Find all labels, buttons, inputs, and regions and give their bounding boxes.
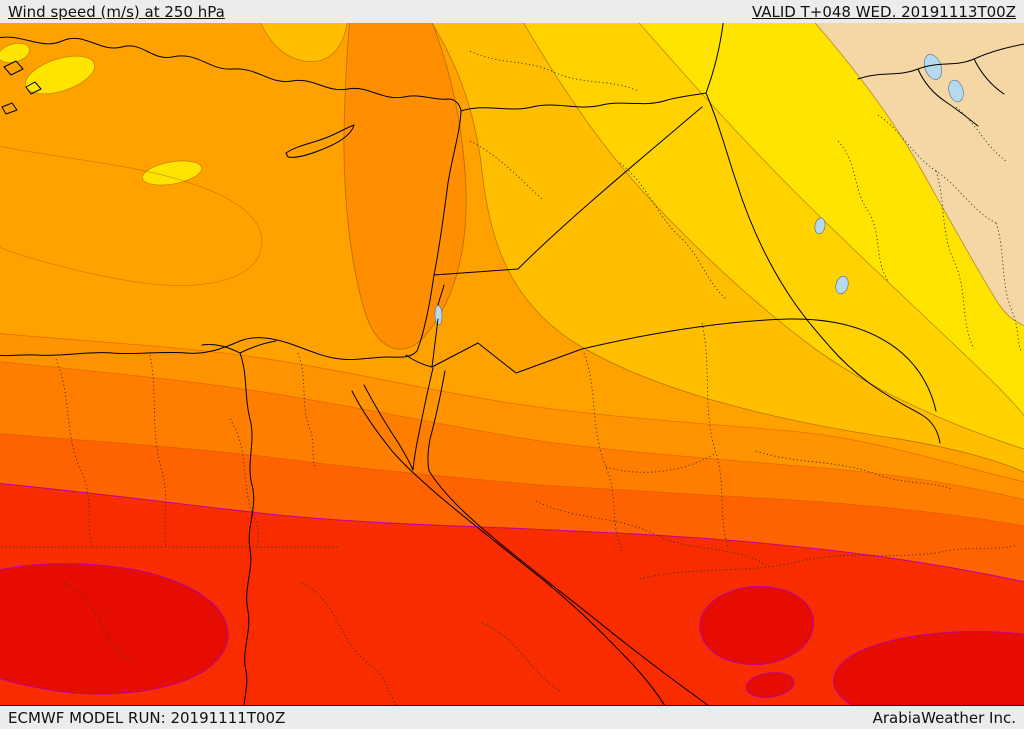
credit-label: ArabiaWeather Inc. xyxy=(872,708,1016,727)
coastline-mediterranean xyxy=(0,36,462,361)
band-beige xyxy=(814,23,1024,327)
valid-time-label: VALID T+048 WED. 20191113T00Z xyxy=(751,2,1016,21)
nile-delta-east xyxy=(239,340,277,354)
extra-contour-line xyxy=(0,145,263,286)
admin-line-7 xyxy=(605,452,717,473)
island-cyprus xyxy=(285,124,355,158)
border-turkey-syria xyxy=(460,92,707,112)
lake-razzaza xyxy=(835,275,849,295)
lake-tharthar xyxy=(814,217,826,235)
border-egypt-israel xyxy=(405,354,433,368)
border-turkey-caucasus xyxy=(705,23,724,94)
admin-line-11 xyxy=(837,140,889,282)
map-canvas xyxy=(0,23,1024,705)
lake-urmia xyxy=(948,79,964,103)
band-darkred-west xyxy=(0,563,229,695)
coast-red-sea-east xyxy=(427,370,709,705)
model-run-label: ECMWF MODEL RUN: 20191111T00Z xyxy=(8,708,286,727)
admin-line-2 xyxy=(149,354,167,548)
map-header: Wind speed (m/s) at 250 hPa VALID T+048 … xyxy=(0,0,1024,23)
coast-red-sea-west xyxy=(351,390,665,705)
admin-line-16 xyxy=(469,140,543,200)
amber-notch xyxy=(260,23,348,62)
admin-line-15 xyxy=(469,50,639,92)
band-darkred-central xyxy=(699,585,815,666)
border-caucasus-1 xyxy=(857,43,1024,80)
yellow-patch-2 xyxy=(141,160,203,186)
border-iraq-saudi xyxy=(581,318,937,412)
aegean-islet-2 xyxy=(25,81,42,95)
band-darkred-southeast xyxy=(833,630,1024,705)
river-jordan xyxy=(437,284,445,306)
admin-line-20 xyxy=(481,622,561,692)
border-iran-iraq xyxy=(705,92,941,444)
aegean-islet-3 xyxy=(1,102,18,115)
border-jordan-saudi xyxy=(431,342,583,374)
aegean-islet-1 xyxy=(3,60,24,76)
border-syria-iraq xyxy=(517,106,703,270)
border-israel-jordan xyxy=(431,318,439,368)
admin-line-17 xyxy=(619,162,727,300)
admin-line-18 xyxy=(63,582,131,662)
nile-delta-west xyxy=(201,344,241,354)
admin-line-8 xyxy=(755,450,953,490)
border-caucasus-2 xyxy=(917,68,979,127)
admin-line-5 xyxy=(583,352,623,552)
admin-line-13 xyxy=(935,170,975,350)
border-caucasus-3 xyxy=(973,58,1005,95)
coast-sinai xyxy=(363,367,434,471)
river-nile xyxy=(239,352,255,705)
map-title: Wind speed (m/s) at 250 hPa xyxy=(8,2,225,21)
border-syria-jordan xyxy=(433,268,519,276)
dead-sea xyxy=(434,304,443,325)
band-darkred-small xyxy=(745,672,795,698)
map-footer: ECMWF MODEL RUN: 20191111T00Z ArabiaWeat… xyxy=(0,705,1024,729)
admin-line-9 xyxy=(639,544,1019,580)
wind-speed-contour-map xyxy=(0,23,1024,705)
yellow-patch-1 xyxy=(25,55,95,95)
